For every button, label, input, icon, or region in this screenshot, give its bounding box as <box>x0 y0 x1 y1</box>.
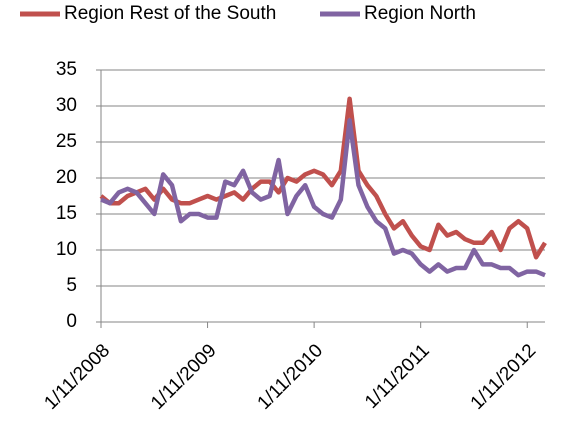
x-tick-label: 1/11/2009 <box>147 340 221 414</box>
x-tick-label: 1/11/2011 <box>361 340 434 413</box>
y-tick-label: 5 <box>66 275 77 296</box>
y-tick-label: 0 <box>66 311 77 332</box>
y-tick-label: 10 <box>56 239 77 260</box>
y-tick-label: 20 <box>56 167 77 188</box>
y-tick-label: 35 <box>56 59 77 80</box>
legend-label: Region Rest of the South <box>64 3 276 24</box>
y-tick-label: 25 <box>56 131 77 152</box>
x-tick-label: 1/11/2008 <box>40 340 114 414</box>
x-tick-label: 1/11/2010 <box>254 340 328 414</box>
y-tick-label: 30 <box>56 95 77 116</box>
legend-label: Region North <box>364 3 476 24</box>
x-tick-label: 1/11/2012 <box>467 340 541 414</box>
series-line <box>100 118 546 278</box>
y-tick-label: 15 <box>56 203 77 224</box>
